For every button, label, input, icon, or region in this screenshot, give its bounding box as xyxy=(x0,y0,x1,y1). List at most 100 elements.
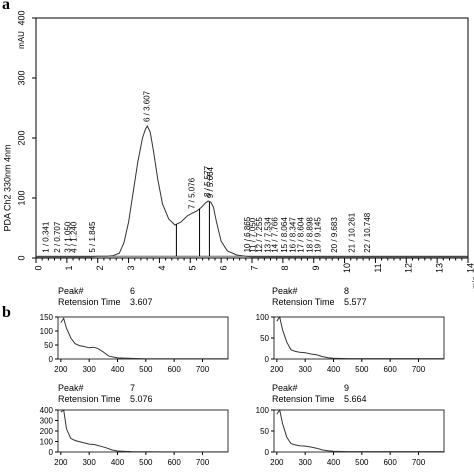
x-tick-label: 200 xyxy=(270,365,284,374)
retention-value: 3.607 xyxy=(130,297,153,307)
peak-info-6: Peak# 6 Retension Time 3.607 xyxy=(58,286,153,308)
y-tick-label: 200 xyxy=(16,130,26,145)
peak-label: 4 / 1.240 xyxy=(69,221,78,253)
peak-info-9: Peak# 9 Retension Time 5.664 xyxy=(272,383,367,405)
x-tick-label: 300 xyxy=(298,458,312,467)
x-tick-label: 600 xyxy=(167,458,181,467)
peak-info-7: Peak# 7 Retension Time 5.076 xyxy=(58,383,153,405)
y-tick-label: 50 xyxy=(260,427,269,436)
retention-value: 5.076 xyxy=(130,394,153,404)
x-tick-label: 1 xyxy=(64,265,74,270)
peak-label: 18 / 8.898 xyxy=(306,217,315,253)
x-tick-label: 700 xyxy=(412,458,426,467)
x-tick-label: 400 xyxy=(327,365,341,374)
spectrum-trace xyxy=(60,317,228,360)
x-tick-label: 600 xyxy=(383,365,397,374)
x-tick-label: 700 xyxy=(196,365,210,374)
x-tick-label: 200 xyxy=(270,458,284,467)
x-tick-label: 500 xyxy=(355,458,369,467)
x-tick-label: 200 xyxy=(54,365,68,374)
y-tick-label: 0 xyxy=(49,355,54,364)
x-tick-label: 600 xyxy=(383,458,397,467)
peak-label: 15 / 8.064 xyxy=(280,217,289,253)
retention-label: Retension Time xyxy=(272,394,335,404)
panel-b-label: b xyxy=(2,304,11,321)
x-tick-label: 14 xyxy=(465,263,474,273)
peak-label: 21 / 10.261 xyxy=(348,212,357,253)
peak-label: Peak# xyxy=(58,383,84,393)
y-tick-label: 100 xyxy=(40,438,54,447)
y-tick-label: 150 xyxy=(40,313,54,322)
y-tick-label: 0 xyxy=(49,448,54,457)
peak-label: 13 / 7.534 xyxy=(264,217,273,253)
peak-info-8: Peak# 8 Retension Time 5.577 xyxy=(272,286,367,308)
retention-label: Retension Time xyxy=(58,394,121,404)
x-tick-label: 500 xyxy=(139,365,153,374)
y-tick-label: 200 xyxy=(40,427,54,436)
peak-value: 6 xyxy=(130,286,136,296)
x-tick-label: 8 xyxy=(280,265,290,270)
peak-label: Peak# xyxy=(272,286,298,296)
peak-label: 12 / 7.255 xyxy=(255,217,264,253)
peak-label: 6 / 3.607 xyxy=(142,90,151,122)
spectrum-trace xyxy=(60,409,228,453)
x-tick-label: 600 xyxy=(167,365,181,374)
peak-label: 14 / 7.766 xyxy=(271,217,280,253)
x-tick-label: 400 xyxy=(111,458,125,467)
x-unit-label: min xyxy=(471,276,474,289)
peak-label: 20 / 9.683 xyxy=(330,217,339,253)
peak-label: 17 / 8.604 xyxy=(297,217,306,253)
peak-label: 8 / 5.577 xyxy=(203,165,212,197)
y-tick-label: 100 xyxy=(40,327,54,336)
uv-spectrum-peak-8: 0 50 100 200 300 400 500 600 700 xyxy=(256,313,445,374)
peak-label: 22 / 10.748 xyxy=(363,212,372,253)
y-tick-label: 0 xyxy=(265,355,270,364)
x-tick-label: 300 xyxy=(82,365,96,374)
panel-a-label: a xyxy=(2,0,10,13)
peak-label: 9 / 5.664 xyxy=(206,167,215,199)
y-tick-label: 0 xyxy=(265,448,270,457)
peak-label: 16 / 8.347 xyxy=(289,217,298,253)
y-tick-label: 100 xyxy=(256,406,270,415)
peak-label: 11 / 7.050 xyxy=(249,217,258,253)
spectrum-frame xyxy=(57,409,229,453)
uv-spectrum-peak-6: 0 50 100 150 200 300 400 500 600 700 xyxy=(40,313,229,374)
y-tick-label: 400 xyxy=(40,406,54,415)
x-tick-label: 700 xyxy=(412,365,426,374)
x-tick-label: 2 xyxy=(95,265,105,270)
spectrum-trace xyxy=(276,315,444,360)
x-tick-label: 500 xyxy=(139,458,153,467)
retention-label: Retension Time xyxy=(58,297,121,307)
peak-value: 8 xyxy=(344,286,350,296)
x-tick-label: 3 xyxy=(126,265,136,270)
peak-value: 7 xyxy=(130,383,136,393)
x-tick-label: 5 xyxy=(188,265,198,270)
x-tick-label: 11 xyxy=(373,263,383,272)
peak-label: 10 / 6.865 xyxy=(243,216,252,252)
x-tick-label: 13 xyxy=(435,263,445,273)
y-tick-label: 50 xyxy=(44,341,53,350)
peak-label: 7 / 5.076 xyxy=(188,177,197,209)
y-axis-label: PDA Ch2 330nm 4nm xyxy=(2,144,12,231)
peak-label: Peak# xyxy=(58,286,84,296)
y-tick-label: 300 xyxy=(16,70,26,85)
y-tick-label: 400 xyxy=(16,10,26,25)
retention-value: 5.664 xyxy=(344,394,367,404)
spectrum-trace xyxy=(276,408,444,453)
peak-label: Peak# xyxy=(272,383,298,393)
x-tick-label: 400 xyxy=(327,458,341,467)
retention-value: 5.577 xyxy=(344,297,367,307)
spectrum-frame xyxy=(57,316,229,360)
x-tick-label: 200 xyxy=(54,458,68,467)
x-tick-label: 7 xyxy=(249,265,259,270)
y-tick-label: 50 xyxy=(260,334,269,343)
x-tick-label: 700 xyxy=(196,458,210,467)
y-tick-label: 300 xyxy=(40,417,54,426)
x-tick-label: 300 xyxy=(82,458,96,467)
uv-spectrum-peak-9: 0 50 100 200 300 400 500 600 700 xyxy=(256,406,445,467)
peak-label: 1 / 0.341 xyxy=(42,221,51,253)
x-tick-label: 10 xyxy=(342,263,352,273)
peak-label: 2 / 0.707 xyxy=(53,221,62,253)
